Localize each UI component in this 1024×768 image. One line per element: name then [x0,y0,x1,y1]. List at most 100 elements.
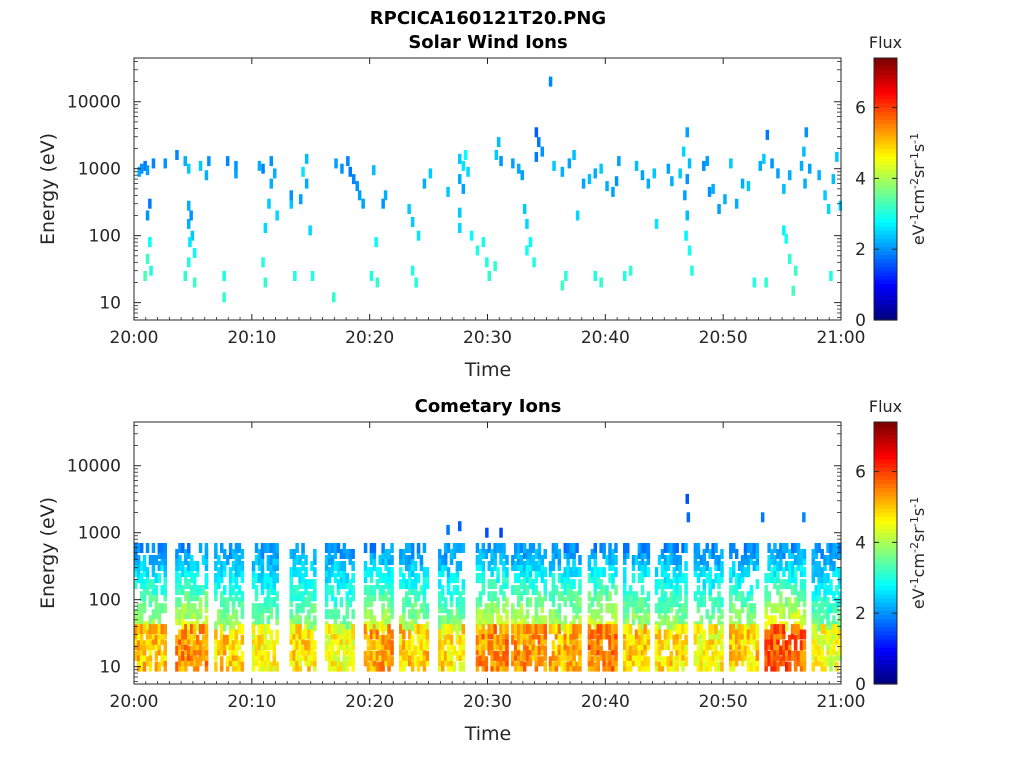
heatmap-cell [254,634,259,645]
heatmap-cell [799,591,804,602]
heatmap-cell [720,629,724,640]
heatmap-cell [551,624,556,635]
heatmap-cell [443,543,448,553]
heatmap-cell [183,271,187,281]
heatmap-cell [646,567,651,578]
heatmap-cell [351,561,355,571]
heatmap-cell [384,561,388,571]
heatmap-cell [324,597,329,608]
heatmap-cell [737,579,742,590]
heatmap-cell [626,650,630,661]
heatmap-cell [817,170,821,181]
heatmap-cell [184,579,188,590]
heatmap-cell [764,609,768,620]
heatmap-cell [835,634,839,645]
heatmap-cell [543,567,547,578]
heatmap-cell [384,615,388,626]
heatmap-cell [578,650,582,661]
heatmap-cell [458,223,462,233]
heatmap-cell [511,656,515,667]
heatmap-cell [234,645,239,656]
heatmap-cell [802,661,807,672]
heatmap-cell [666,543,671,553]
heatmap-cell [438,656,442,667]
heatmap-cell [458,597,463,608]
heatmap-cell [611,561,615,571]
heatmap-cell [593,168,597,179]
heatmap-cell [304,624,308,635]
heatmap-cell [817,634,821,645]
heatmap-cell [637,561,642,571]
x-axis-label: Time [464,359,512,381]
heatmap-cell [799,555,804,565]
heatmap-cell [793,573,798,584]
heatmap-cell [796,591,801,602]
heatmap-cell [157,543,162,553]
heatmap-cell [234,615,239,626]
heatmap-cell [446,543,451,553]
heatmap-cell [251,573,256,584]
heatmap-cell [449,650,454,661]
heatmap-cell [566,579,570,590]
heatmap-cell [151,561,156,571]
heatmap-cell [593,650,597,661]
colorbar-segment [874,438,897,444]
heatmap-cell [188,237,192,248]
heatmap-cell [557,624,562,635]
heatmap-cell [540,555,544,565]
heatmap-cell [438,555,442,565]
heatmap-cell [461,650,466,661]
heatmap-cell [187,163,191,174]
heatmap-cell [222,292,226,303]
heatmap-cell [163,650,167,661]
heatmap-cell [640,573,645,584]
heatmap-cell [663,615,668,626]
heatmap-cell [820,661,824,672]
heatmap-cell [223,549,227,559]
heatmap-cell [254,615,259,626]
heatmap-cell [714,634,718,645]
heatmap-cell [142,640,147,651]
heatmap-cell [263,223,268,233]
heatmap-cell [596,579,600,590]
heatmap-cell [399,567,403,578]
heatmap-cell [732,661,736,672]
heatmap-cell [711,597,715,608]
heatmap-cell [260,650,265,661]
heatmap-cell [708,661,712,672]
heatmap-cell [381,609,385,620]
heatmap-cell [605,650,609,661]
heatmap-cell [702,567,706,578]
heatmap-cell [572,634,576,645]
heatmap-cell [548,609,553,620]
heatmap-cell [342,634,347,645]
heatmap-cell [330,661,335,672]
heatmap-cell [522,585,527,596]
heatmap-cell [605,585,609,596]
heatmap-cell [835,629,839,640]
heatmap-cell [699,650,704,661]
heatmap-cell [363,650,368,661]
heatmap-cell [327,661,332,672]
heatmap-cell [628,661,633,672]
heatmap-cell [796,609,801,620]
heatmap-cell [383,190,388,201]
heatmap-cell [640,561,645,571]
heatmap-cell [266,561,271,571]
heatmap-cell [770,661,774,672]
heatmap-cell [802,640,807,651]
heatmap-cell [702,579,706,590]
heatmap-cell [717,597,721,608]
heatmap-cell [378,585,382,596]
heatmap-cell [181,621,185,632]
heatmap-cell [204,597,209,608]
heatmap-cell [410,609,415,620]
heatmap-cell [478,615,483,626]
heatmap-cell [178,561,182,571]
heatmap-cell [537,555,542,565]
heatmap-cell [626,597,630,608]
heatmap-cell [660,603,665,614]
heatmap-cell [602,549,606,559]
heatmap-cell [517,609,521,620]
